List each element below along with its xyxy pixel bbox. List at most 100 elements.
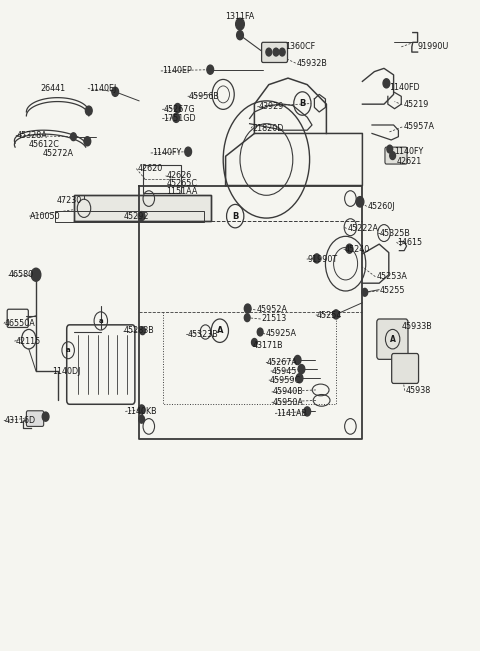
Circle shape bbox=[383, 79, 390, 88]
Text: 1140DJ: 1140DJ bbox=[52, 367, 81, 376]
Circle shape bbox=[138, 405, 145, 414]
Text: 43171B: 43171B bbox=[253, 340, 284, 350]
Text: 45267G: 45267G bbox=[163, 105, 195, 114]
Text: 45292: 45292 bbox=[124, 212, 149, 221]
Text: A: A bbox=[390, 335, 396, 344]
Circle shape bbox=[244, 314, 250, 322]
Text: 45959C: 45959C bbox=[270, 376, 301, 385]
Circle shape bbox=[138, 212, 145, 221]
Circle shape bbox=[112, 87, 119, 96]
Text: 45265C: 45265C bbox=[167, 179, 198, 188]
Text: 1140EJ: 1140EJ bbox=[89, 84, 116, 93]
Circle shape bbox=[71, 133, 76, 141]
Text: 45222A: 45222A bbox=[348, 224, 379, 233]
Circle shape bbox=[273, 48, 279, 56]
Text: 45267A: 45267A bbox=[267, 358, 298, 367]
Text: 26441: 26441 bbox=[41, 84, 66, 93]
Text: 45255: 45255 bbox=[379, 286, 405, 296]
Text: 1151AA: 1151AA bbox=[167, 187, 198, 196]
Text: 45240: 45240 bbox=[345, 245, 370, 254]
Text: 45283B: 45283B bbox=[124, 326, 155, 335]
Circle shape bbox=[387, 145, 393, 153]
Text: 46550A: 46550A bbox=[5, 319, 36, 328]
Text: 45219: 45219 bbox=[403, 100, 429, 109]
Circle shape bbox=[173, 113, 180, 122]
Text: a: a bbox=[98, 318, 103, 324]
Circle shape bbox=[356, 197, 364, 207]
Circle shape bbox=[266, 48, 272, 56]
FancyBboxPatch shape bbox=[377, 319, 408, 359]
Text: 91990U: 91990U bbox=[418, 42, 449, 51]
Circle shape bbox=[139, 415, 144, 423]
Circle shape bbox=[42, 412, 49, 421]
Text: 45957A: 45957A bbox=[403, 122, 434, 132]
Circle shape bbox=[346, 244, 353, 253]
Text: a: a bbox=[66, 347, 71, 353]
Text: 45952A: 45952A bbox=[256, 305, 288, 314]
Circle shape bbox=[390, 152, 396, 159]
Circle shape bbox=[140, 327, 145, 335]
Circle shape bbox=[298, 365, 305, 374]
Text: 1751GD: 1751GD bbox=[163, 114, 196, 123]
Circle shape bbox=[85, 106, 92, 115]
Text: 45940B: 45940B bbox=[273, 387, 303, 396]
Circle shape bbox=[244, 304, 251, 313]
Text: 45950A: 45950A bbox=[273, 398, 303, 407]
Text: A10050: A10050 bbox=[30, 212, 61, 221]
Text: 1360CF: 1360CF bbox=[286, 42, 316, 51]
FancyBboxPatch shape bbox=[385, 147, 407, 164]
Text: 45253A: 45253A bbox=[376, 272, 407, 281]
Circle shape bbox=[174, 104, 181, 113]
Text: 45938: 45938 bbox=[406, 386, 431, 395]
Text: 45323B: 45323B bbox=[187, 330, 218, 339]
Text: 1311FA: 1311FA bbox=[226, 12, 254, 21]
Text: 42620: 42620 bbox=[137, 164, 163, 173]
Text: 42115: 42115 bbox=[15, 337, 41, 346]
Circle shape bbox=[252, 339, 257, 346]
Polygon shape bbox=[74, 195, 211, 221]
Text: 91990T: 91990T bbox=[308, 255, 338, 264]
Text: 47230: 47230 bbox=[57, 196, 82, 205]
Text: 1140FY: 1140FY bbox=[395, 146, 424, 156]
Circle shape bbox=[304, 407, 311, 416]
FancyBboxPatch shape bbox=[26, 411, 44, 426]
Text: 1140FD: 1140FD bbox=[389, 83, 420, 92]
Circle shape bbox=[257, 328, 263, 336]
Text: 45945: 45945 bbox=[272, 367, 297, 376]
Text: 45933B: 45933B bbox=[401, 322, 432, 331]
Circle shape bbox=[279, 48, 285, 56]
Text: 1140EP: 1140EP bbox=[162, 66, 192, 76]
Text: 43116D: 43116D bbox=[5, 416, 36, 425]
FancyBboxPatch shape bbox=[392, 353, 419, 383]
Text: 45325B: 45325B bbox=[379, 229, 410, 238]
Circle shape bbox=[207, 65, 214, 74]
Text: 1140KB: 1140KB bbox=[126, 407, 157, 416]
Text: 45612C: 45612C bbox=[29, 140, 60, 149]
Circle shape bbox=[236, 18, 244, 30]
Text: 42621: 42621 bbox=[396, 157, 422, 166]
Circle shape bbox=[84, 137, 91, 146]
Text: 1141AB: 1141AB bbox=[276, 409, 307, 418]
Text: 45328A: 45328A bbox=[17, 131, 48, 140]
Circle shape bbox=[185, 147, 192, 156]
Text: 21820D: 21820D bbox=[252, 124, 283, 133]
Text: A: A bbox=[216, 326, 223, 335]
Circle shape bbox=[313, 254, 320, 263]
Text: 45956B: 45956B bbox=[189, 92, 219, 101]
Text: 45932B: 45932B bbox=[297, 59, 327, 68]
Text: 14615: 14615 bbox=[397, 238, 422, 247]
Text: B: B bbox=[232, 212, 239, 221]
Circle shape bbox=[296, 374, 303, 383]
Circle shape bbox=[294, 355, 301, 365]
Text: 45925A: 45925A bbox=[266, 329, 297, 339]
Text: 45260J: 45260J bbox=[368, 202, 395, 211]
Circle shape bbox=[237, 31, 243, 40]
Circle shape bbox=[333, 310, 339, 319]
Text: 1140FY: 1140FY bbox=[152, 148, 181, 158]
Text: 43929: 43929 bbox=[258, 102, 284, 111]
Text: 21513: 21513 bbox=[262, 314, 287, 324]
Text: 46580: 46580 bbox=[9, 270, 34, 279]
Circle shape bbox=[31, 268, 41, 281]
FancyBboxPatch shape bbox=[262, 42, 288, 62]
Text: 45272A: 45272A bbox=[42, 149, 73, 158]
